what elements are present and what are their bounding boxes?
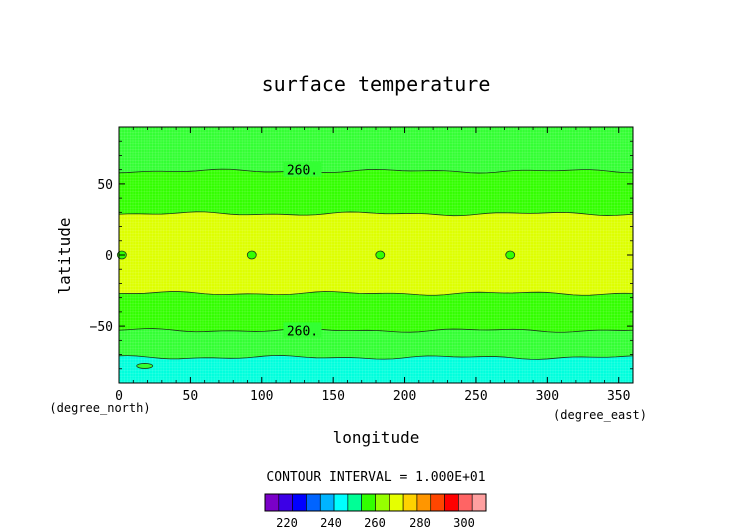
chart-title: surface temperature — [262, 72, 491, 96]
contour-line — [118, 291, 634, 296]
x-tick-label: 50 — [183, 389, 199, 404]
contour-band-250-260 — [119, 328, 633, 360]
contour-island — [505, 250, 516, 260]
colorbar-tick-label: 260 — [364, 516, 386, 530]
y-tick-label: 50 — [97, 178, 113, 193]
colorbar-swatch — [458, 493, 473, 512]
colorbar-swatch — [292, 493, 307, 512]
colorbar-swatch — [361, 493, 376, 512]
colorbar-swatch — [278, 493, 293, 512]
contour-band-250-260 — [119, 127, 633, 174]
contour-label: 260. — [287, 324, 318, 339]
contour-line — [118, 328, 634, 333]
colorbar-swatch — [333, 493, 349, 512]
colorbar-swatch — [347, 493, 362, 512]
colorbar-swatch — [319, 493, 335, 512]
y-tick-label: −50 — [90, 320, 113, 335]
x-tick-label: 300 — [536, 389, 559, 404]
x-tick-label: 250 — [464, 389, 487, 404]
x-tick-label: 350 — [607, 389, 630, 404]
contour-line — [118, 211, 634, 217]
colorbar-tick-label: 300 — [453, 516, 475, 530]
colorbar-swatch — [444, 493, 459, 512]
x-tick-label: 200 — [393, 389, 416, 404]
y-unit-label: (degree_north) — [49, 401, 150, 415]
contour-label: 260. — [287, 164, 318, 179]
y-axis-label: latitude — [55, 217, 74, 294]
contour-island — [375, 250, 386, 260]
colorbar-swatch — [375, 493, 390, 512]
colorbar: 220 240 260 280 300 — [264, 493, 487, 530]
contour-label-bg — [283, 322, 322, 338]
contour-island — [246, 250, 257, 260]
colorbar-swatch — [416, 493, 432, 512]
colorbar-swatch — [430, 493, 445, 512]
contour-line — [118, 168, 634, 174]
colorbar-swatch — [306, 493, 321, 512]
contour-interval-label: CONTOUR INTERVAL = 1.000E+01 — [266, 470, 485, 485]
contour-band-260-270 — [119, 169, 633, 216]
colorbar-tick-label: 220 — [276, 516, 298, 530]
x-unit-label: (degree_east) — [553, 408, 647, 422]
x-tick-label: 0 — [115, 389, 123, 404]
colorbar-swatch — [389, 493, 404, 512]
colorbar-tick-label: 280 — [409, 516, 431, 530]
x-tick-label: 100 — [250, 389, 273, 404]
colorbar-swatch — [264, 493, 280, 512]
x-axis-label: longitude — [333, 428, 420, 447]
plot-area: 260. 260. 0 50 100 150 200 250 300 350 50 0 −50 — [90, 126, 634, 404]
contour-band-260-270 — [119, 291, 633, 333]
contour-island — [136, 363, 154, 369]
y-tick-label: 0 — [105, 249, 113, 264]
contour-label-bg — [283, 161, 322, 177]
colorbar-tick-label: 240 — [320, 516, 342, 530]
colorbar-swatch — [471, 493, 487, 512]
x-tick-label: 150 — [321, 389, 344, 404]
colorbar-frame — [264, 493, 487, 512]
contour-line — [118, 355, 634, 360]
colorbar-swatch — [402, 493, 418, 512]
contour-band-240-250 — [119, 355, 633, 383]
